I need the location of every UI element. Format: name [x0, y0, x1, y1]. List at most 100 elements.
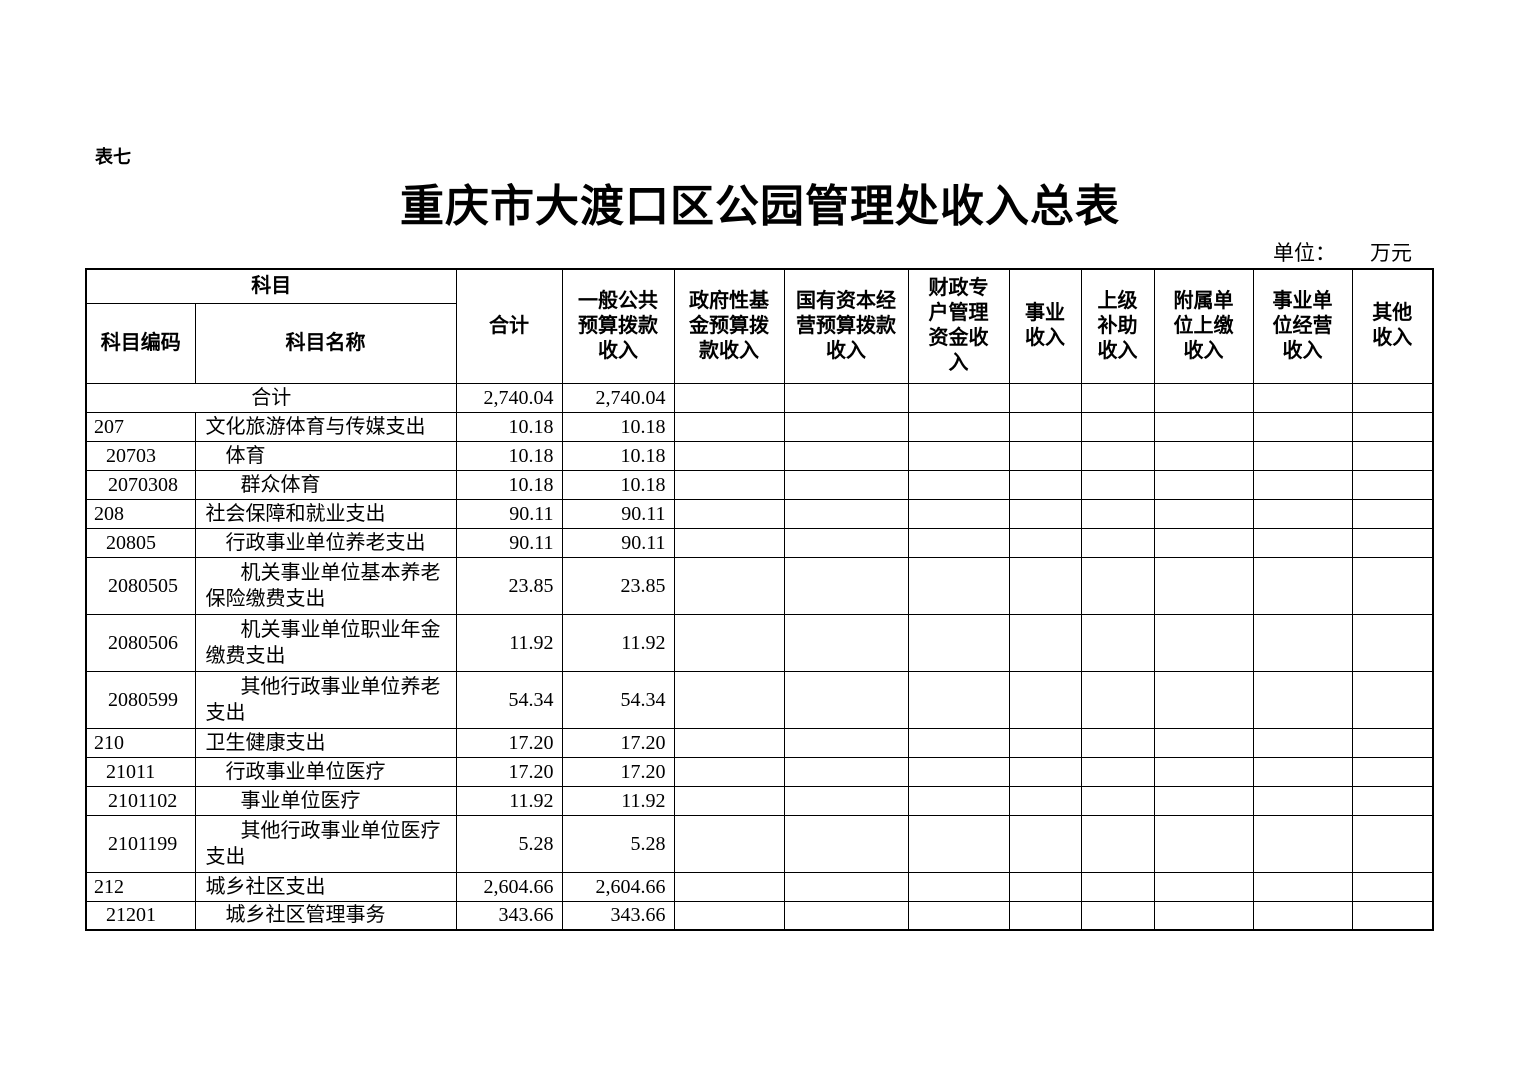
row-value: [673, 814, 785, 873]
header-fiscal-account-income: 财政专 户管理 资金收 入: [907, 268, 1010, 384]
header-subject-group: 科目: [85, 268, 457, 304]
row-value: [1080, 613, 1155, 672]
row-value: [1252, 871, 1353, 902]
row-value: 17.20: [561, 727, 675, 758]
unit-value: 万元: [1370, 241, 1412, 265]
row-value: [673, 411, 785, 442]
row-value: [1351, 785, 1434, 816]
row-value: [1080, 382, 1155, 413]
row-subject-code: 2070308: [85, 469, 196, 500]
row-value: [1153, 814, 1254, 873]
row-value: [1153, 871, 1254, 902]
row-value: [1008, 382, 1082, 413]
row-subject-name: 城乡社区管理事务: [194, 900, 457, 931]
row-subject-name: 文化旅游体育与传媒支出: [194, 411, 457, 442]
row-subject-name: 行政事业单位医疗: [194, 756, 457, 787]
unit-line: 单位： 万元: [1273, 237, 1412, 267]
row-value: [783, 411, 909, 442]
row-value: [783, 727, 909, 758]
row-value: [783, 498, 909, 529]
row-value: [783, 814, 909, 873]
row-value: 10.18: [455, 469, 563, 500]
row-value: [907, 411, 1010, 442]
row-value: 2,740.04: [561, 382, 675, 413]
row-value: 54.34: [561, 670, 675, 729]
row-value: [1351, 498, 1434, 529]
header-operating-income: 事业单 位经营 收入: [1252, 268, 1353, 384]
row-value: [673, 382, 785, 413]
row-value: 10.18: [455, 440, 563, 471]
table-row: 2070308 群众体育 10.18 10.18: [85, 469, 1434, 500]
row-subject-name: 群众体育: [194, 469, 457, 500]
table-row: 210 卫生健康支出 17.20 17.20: [85, 727, 1434, 758]
row-value: [907, 469, 1010, 500]
row-value: [907, 382, 1010, 413]
row-value: [1153, 727, 1254, 758]
row-value: [1153, 440, 1254, 471]
row-value: 23.85: [455, 556, 563, 615]
table-row: 208 社会保障和就业支出 90.11 90.11: [85, 498, 1434, 529]
row-value: [1080, 900, 1155, 931]
table-row: 20703 体育 10.18 10.18: [85, 440, 1434, 471]
row-value: 90.11: [561, 527, 675, 558]
table-row: 2080506 机关事业单位职业年金缴费支出 11.92 11.92: [85, 613, 1434, 672]
table-row: 21201 城乡社区管理事务 343.66 343.66: [85, 900, 1434, 931]
row-value: 343.66: [561, 900, 675, 931]
row-value: [673, 498, 785, 529]
row-subject-code: 2080599: [85, 670, 196, 729]
row-value: [1080, 411, 1155, 442]
page-title: 重庆市大渡口区公园管理处收入总表: [400, 182, 1120, 231]
row-value: [673, 469, 785, 500]
row-value: 17.20: [455, 727, 563, 758]
row-value: [1008, 727, 1082, 758]
row-value: [783, 900, 909, 931]
table-row: 20805 行政事业单位养老支出 90.11 90.11: [85, 527, 1434, 558]
row-value: [1008, 756, 1082, 787]
header-row-2: 科目编码 科目名称: [85, 302, 1433, 384]
header-superior-subsidy-income: 上级 补助 收入: [1080, 268, 1155, 384]
row-value: [907, 556, 1010, 615]
row-value: [1008, 785, 1082, 816]
header-gov-fund-budget-income: 政府性基 金预算拨 款收入: [673, 268, 785, 384]
row-value: [1008, 527, 1082, 558]
row-subject-code: 208: [85, 498, 196, 529]
row-value: [1351, 469, 1434, 500]
row-value: 2,604.66: [455, 871, 563, 902]
row-value: [1351, 670, 1434, 729]
row-value: [673, 556, 785, 615]
row-value: [1351, 727, 1434, 758]
row-value: 54.34: [455, 670, 563, 729]
row-value: [1080, 670, 1155, 729]
row-value: 2,604.66: [561, 871, 675, 902]
header-row-1: 科目 合计 一般公共 预算拨款 收入 政府性基 金预算拨 款收入 国有资本经 营…: [85, 268, 1434, 384]
row-value: [1080, 756, 1155, 787]
row-value: [1153, 469, 1254, 500]
row-value: [783, 527, 909, 558]
header-other-income: 其他 收入: [1351, 268, 1434, 384]
row-value: 90.11: [455, 498, 563, 529]
row-value: [907, 814, 1010, 873]
row-value: 90.11: [561, 498, 675, 529]
row-value: [1008, 440, 1082, 471]
row-value: 343.66: [455, 900, 563, 931]
table-row: 2101102 事业单位医疗 11.92 11.92: [85, 785, 1434, 816]
row-value: [1351, 411, 1434, 442]
row-value: [907, 756, 1010, 787]
row-value: [1351, 556, 1434, 615]
row-value: [673, 527, 785, 558]
table-row: 合计 2,740.04 2,740.04: [85, 382, 1434, 413]
row-value: [1080, 527, 1155, 558]
row-value: [1252, 785, 1353, 816]
row-value: [783, 440, 909, 471]
row-value: [673, 727, 785, 758]
row-value: [1008, 498, 1082, 529]
row-value: [1351, 382, 1434, 413]
row-subject-code: 21201: [85, 900, 196, 931]
row-value: 11.92: [455, 613, 563, 672]
row-subject-code: 2101199: [85, 814, 196, 873]
row-value: [1153, 498, 1254, 529]
row-value: [1351, 613, 1434, 672]
row-value: [1153, 613, 1254, 672]
row-value: [1351, 900, 1434, 931]
row-value: [1351, 527, 1434, 558]
